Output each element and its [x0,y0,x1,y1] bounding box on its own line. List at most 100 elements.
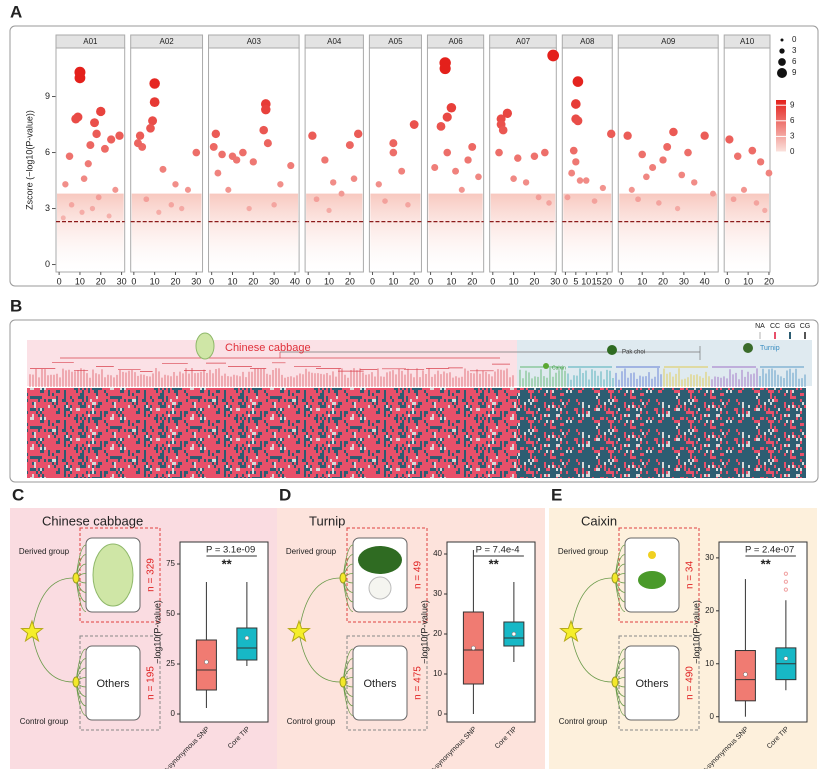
point [710,190,716,197]
control-n: n = 490 [685,666,696,700]
dendrogram-group [567,366,614,387]
y-tick-label: 40 [433,549,442,558]
size-legend-dot [777,68,787,78]
mean [244,635,250,641]
point [405,202,411,208]
x-tick-label: 10 [581,276,591,286]
point [659,156,667,164]
control-label: Control group [20,717,69,726]
point [179,205,185,212]
point [90,118,99,128]
point [225,186,232,193]
point [522,179,530,186]
control-box [624,645,680,721]
control-box [352,645,408,721]
control-n: n = 195 [146,666,157,700]
x-tick-label: 40 [290,276,300,286]
point [569,146,578,155]
point [326,207,332,214]
point [464,156,472,164]
point [146,123,155,133]
derived-n: n = 34 [685,561,696,590]
x-tick-label: 30 [117,276,127,286]
panel-label: A [10,2,22,21]
y-axis-label: −log10(P-value) [419,600,429,664]
x-tick-label: 10 [388,276,398,286]
facet-cloud [428,193,483,271]
panel-label: E [551,485,562,504]
point [606,129,616,139]
facet-strip [304,34,364,49]
point [678,171,686,179]
y-tick-label: 30 [433,589,442,598]
point [156,209,162,215]
facet-strip [368,34,422,49]
point [74,72,86,84]
panel-title: Turnip [309,513,345,528]
y-tick-label: 20 [705,606,714,615]
point [214,169,222,177]
dendrogram-root [280,346,701,360]
colorbar-label: 0 [790,147,795,156]
point [638,150,646,159]
icon-caixin [543,363,549,369]
point [338,190,345,197]
root-star [287,619,311,643]
point [172,181,179,188]
point [321,156,329,164]
control-frame [79,635,161,731]
facet-strip [55,34,126,49]
dendrogram-group [711,366,758,387]
point [733,152,742,161]
facet-cloud [490,193,556,271]
point [259,125,269,135]
size-legend-dot [780,38,784,42]
x-tick-label: 20 [529,276,539,286]
point [628,186,635,193]
group-label: Turnip [760,345,780,352]
icon-leaves [358,546,402,574]
x-tick-label: 10 [743,276,753,286]
icon-cabbage [92,543,134,607]
x-tick-label: 0 [619,276,624,286]
facet-strip [489,34,557,49]
icon-flower [648,551,656,559]
panel-title: Chinese cabbage [42,513,143,528]
x-tick-label: 5 [573,276,578,286]
point [249,158,257,166]
point [475,173,482,181]
point [468,142,477,151]
facet-cloud [131,193,202,271]
panel-label: B [10,296,22,315]
point [80,175,88,182]
heatmap-left [27,388,517,478]
group-label: Pak choi [622,350,645,356]
point [762,207,768,214]
point [65,152,74,161]
point [691,179,698,186]
x-tick-label: 20 [248,276,258,286]
x-tick-label: 20 [764,276,774,286]
point [663,142,672,151]
facet-label: A10 [740,37,755,46]
point [398,167,406,175]
point [547,49,560,62]
point [535,194,542,201]
point [389,148,398,157]
point [514,154,522,162]
point [443,148,452,157]
x-tick-label: 0 [490,276,495,286]
point [498,125,508,135]
mean [783,656,789,661]
point [576,177,584,184]
point [700,131,709,140]
mean [471,645,476,651]
point [263,139,272,148]
point [135,131,145,140]
x-tick-label: 10 [509,276,519,286]
point [308,131,317,140]
x-tick-label: 0 [57,276,62,286]
y-tick-label: 75 [166,559,175,568]
y-axis-label: −log10(P-value) [152,600,162,664]
control-box [85,645,141,721]
